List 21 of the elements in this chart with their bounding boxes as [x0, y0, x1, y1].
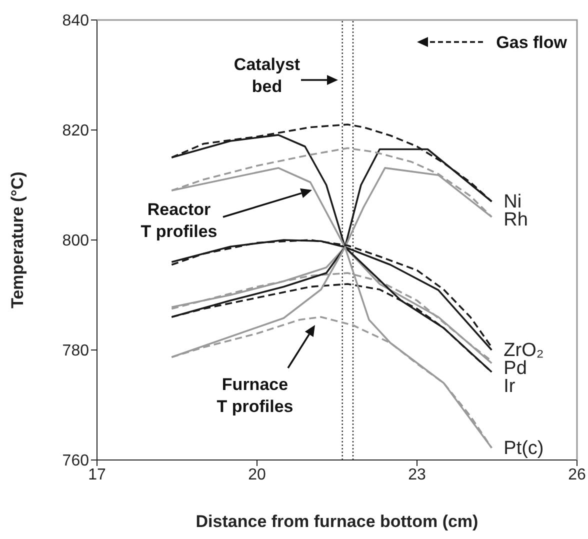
annotation: Catalyst bed	[234, 55, 300, 96]
y-tick-label: 820	[62, 122, 90, 140]
x-tick-label: 20	[248, 466, 266, 484]
x-tick-label: 17	[88, 466, 106, 484]
y-tick-label: 780	[62, 342, 90, 360]
series-label: Ir	[504, 376, 516, 397]
series-label: Pd	[504, 358, 527, 379]
series-label: ZrO₂	[504, 340, 544, 361]
x-tick-label: 23	[408, 466, 426, 484]
annotation: Reactor T profiles	[140, 200, 218, 241]
y-axis-title: Temperature (°C)	[8, 172, 28, 308]
y-tick-label: 800	[62, 232, 90, 250]
annotation: Gas flow	[496, 33, 568, 52]
series-label: Ni	[504, 192, 522, 212]
annotation: Furnace T profiles	[216, 375, 294, 416]
y-tick-label: 840	[62, 12, 90, 30]
series-label: Pt(c)	[504, 438, 544, 459]
x-tick-label: 26	[568, 466, 586, 484]
y-tick-label: 760	[62, 452, 90, 470]
x-axis-title: Distance from furnace bottom (cm)	[196, 512, 478, 531]
series-label: Rh	[504, 210, 528, 230]
